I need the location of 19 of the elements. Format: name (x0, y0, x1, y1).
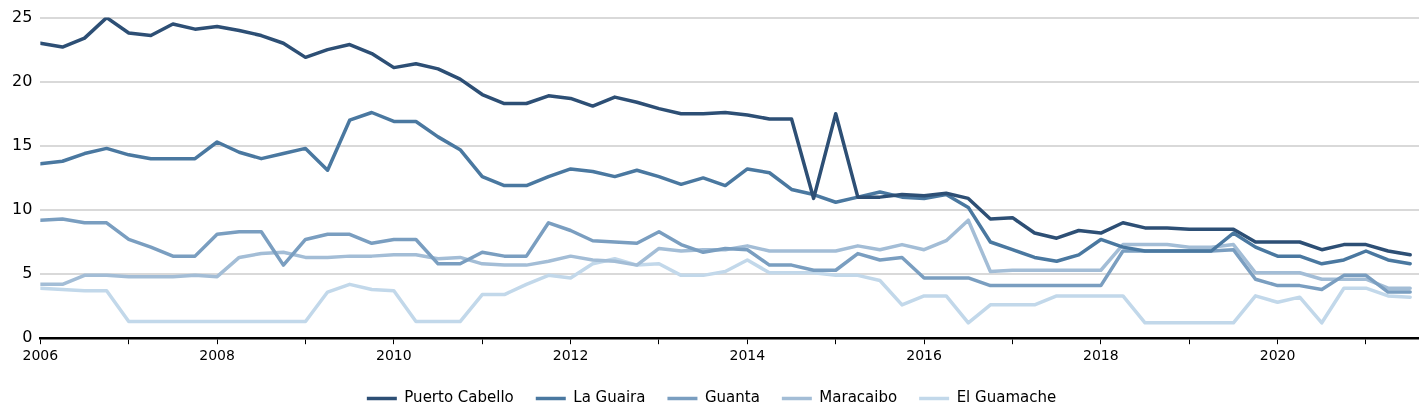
y-tick-label: 15 (12, 135, 33, 154)
x-tick-label: 2012 (552, 347, 589, 364)
x-tick-label: 2006 (22, 347, 59, 364)
x-tick-label: 2016 (906, 347, 942, 364)
y-tick-label: 10 (12, 199, 33, 219)
y-tick-label: 0 (22, 327, 33, 347)
legend-label: Guanta (704, 388, 760, 407)
legend-label: La Guaira (573, 388, 646, 407)
y-tick-label: 25 (12, 6, 33, 26)
y-tick-label: 5 (22, 263, 33, 283)
legend-label: Maracaibo (819, 388, 898, 407)
legend-label: Puerto Cabello (404, 388, 514, 407)
x-tick-label: 2010 (376, 347, 412, 364)
x-tick-label: 2014 (729, 347, 766, 364)
y-tick-label: 20 (12, 70, 33, 90)
x-tick-label: 2008 (199, 347, 235, 364)
x-tick-label: 2018 (1083, 347, 1119, 364)
x-tick-label: 2020 (1259, 347, 1296, 364)
legend-label: El Guamache (956, 388, 1057, 407)
